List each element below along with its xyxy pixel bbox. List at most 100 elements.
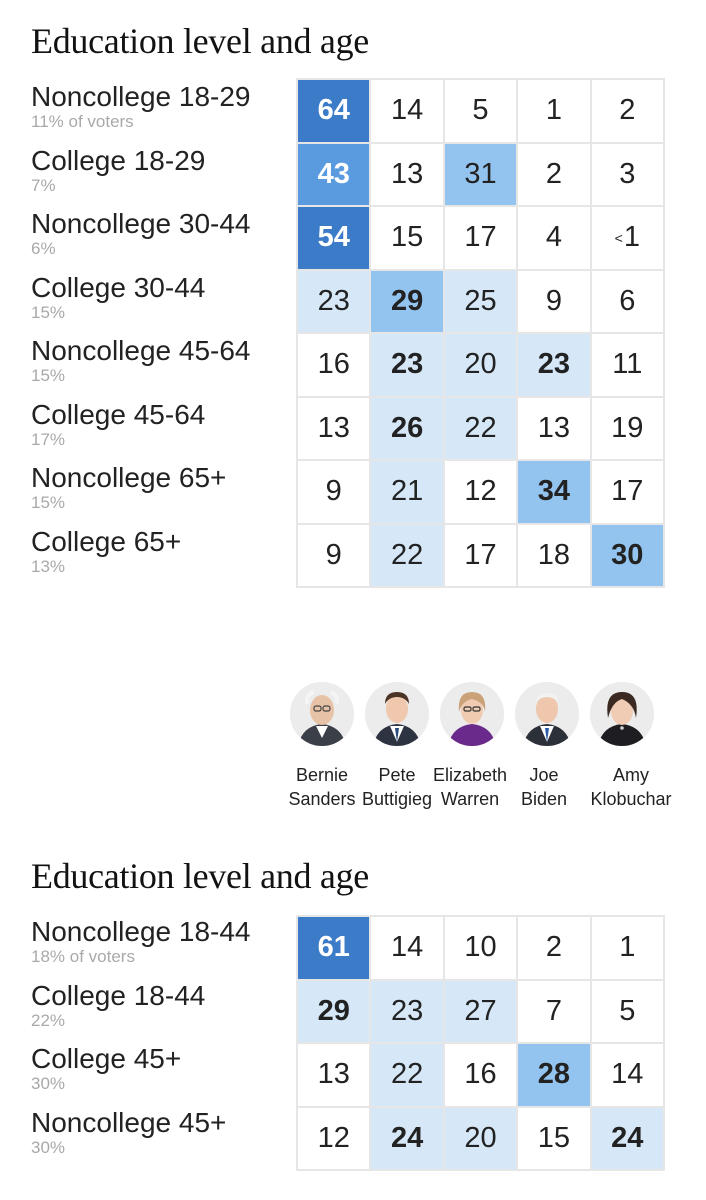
table-cell: 4 — [518, 207, 590, 269]
candidate-first-name: Pete — [378, 765, 416, 785]
table-cell: 64 — [298, 80, 370, 142]
table-cell: 9 — [518, 270, 590, 332]
row-voter-share: 17% — [31, 429, 66, 449]
table-cell: 15 — [518, 1107, 590, 1169]
table-cell: 9 — [298, 524, 370, 586]
table-cell: 13 — [298, 1044, 370, 1106]
row-label: College 18-44 22% — [31, 979, 206, 1031]
row-label-name: Noncollege 65+ — [31, 462, 227, 493]
table-cell: 21 — [371, 461, 443, 523]
table-cell: 22 — [371, 1044, 443, 1106]
table-cell: 17 — [444, 207, 517, 269]
table-cell: 17 — [591, 461, 663, 523]
candidate-first-name: Elizabeth — [432, 765, 508, 785]
table-cell: 11 — [591, 334, 663, 396]
table-cell: 7 — [518, 980, 590, 1042]
table-cell: 29 — [371, 270, 443, 332]
table-cell: 16 — [298, 334, 370, 396]
row-voter-share: 13% — [31, 556, 66, 576]
table-cell: 61 — [298, 917, 370, 979]
row-label-name: Noncollege 30-44 — [31, 208, 251, 239]
candidate-name: Amy Klobuchar — [576, 763, 686, 811]
row-label: College 45+ 30% — [31, 1044, 181, 1094]
table-cell: 22 — [371, 524, 443, 586]
table-cell: 3 — [591, 143, 663, 205]
table-cell: 10 — [444, 917, 517, 979]
table-cell: 12 — [444, 461, 517, 523]
candidate-last-name: Warren — [440, 789, 500, 809]
table-cell: 12 — [298, 1107, 370, 1169]
candidate-last-name: Klobuchar — [590, 789, 672, 809]
table-cell: 22 — [444, 397, 517, 459]
table-cell: 2 — [518, 917, 590, 979]
table-cell: 19 — [591, 397, 663, 459]
table-cell: 26 — [371, 397, 443, 459]
row-label-name: College 18-29 — [31, 144, 206, 176]
candidate-name: Pete Buttigieg — [342, 763, 452, 811]
table-cell: 13 — [371, 143, 443, 205]
candidate-last-name: Buttigieg — [361, 789, 433, 809]
table-cell: 24 — [371, 1107, 443, 1169]
elizabeth-warren-portrait-icon — [440, 682, 504, 746]
row-voter-share: 18% of voters — [31, 947, 135, 966]
row-voter-share: 30% — [31, 1074, 66, 1093]
row-label: College 45-64 17% — [31, 398, 206, 450]
table-cell: 2 — [591, 80, 663, 142]
table-cell: 29 — [298, 980, 370, 1042]
row-voter-share: 6% — [31, 239, 56, 258]
row-label: College 30-44 15% — [31, 271, 206, 323]
table-cell: 27 — [444, 980, 517, 1042]
bernie-sanders-portrait-icon — [290, 682, 354, 746]
table-cell: 23 — [371, 980, 443, 1042]
less-than-sign: < — [614, 229, 623, 246]
row-label: Noncollege 65+ 15% — [31, 463, 226, 513]
table-cell: <1 — [591, 207, 663, 269]
table-cell: 20 — [444, 334, 517, 396]
candidate-name: Bernie Sanders — [267, 763, 377, 811]
row-voter-share: 22% — [31, 1010, 66, 1030]
table-cell: 23 — [518, 334, 590, 396]
candidate-last-name: Sanders — [288, 789, 356, 809]
row-label-name: College 45-64 — [31, 398, 206, 430]
table-cell: 17 — [444, 524, 517, 586]
row-voter-share: 15% — [31, 366, 66, 385]
table-cell: 14 — [371, 80, 443, 142]
candidate-name: Joe Biden — [489, 763, 599, 811]
row-label: Noncollege 45+ 30% — [31, 1107, 226, 1158]
joe-biden-portrait-icon — [515, 682, 579, 746]
table-cell: 30 — [591, 524, 663, 586]
table-cell: 54 — [298, 207, 370, 269]
table-cell: 23 — [371, 334, 443, 396]
candidate-first-name: Amy — [613, 765, 649, 785]
row-label-name: College 18-44 — [31, 979, 206, 1011]
candidate-first-name: Bernie — [295, 765, 349, 785]
row-voter-share: 7% — [31, 175, 56, 195]
table-cell: 18 — [518, 524, 590, 586]
row-label-name: Noncollege 18-44 — [31, 916, 251, 947]
table-cell: 34 — [518, 461, 590, 523]
table-cell: 1 — [591, 917, 663, 979]
table-cell: 20 — [444, 1107, 517, 1169]
table-cell: 2 — [518, 143, 590, 205]
table-cell: 13 — [518, 397, 590, 459]
table-cell: 6 — [591, 270, 663, 332]
row-label-name: Noncollege 18-29 — [31, 81, 251, 112]
row-label-name: College 30-44 — [31, 271, 206, 303]
table-cell: 28 — [518, 1044, 590, 1106]
amy-klobuchar-portrait-icon — [590, 682, 654, 746]
table-1-grid: 64 14 5 1 2 43 13 31 2 3 54 15 17 4 <1 23 29 25 9 6 16 23 20 23… — [296, 78, 665, 588]
table-cell: 5 — [444, 80, 517, 142]
row-voter-share: 15% — [31, 302, 66, 322]
row-label: Noncollege 18-29 11% of voters — [31, 82, 251, 132]
row-label: Noncollege 18-44 18% of voters — [31, 917, 251, 967]
table-1-title: Education level and age — [31, 21, 369, 61]
table-cell: 43 — [298, 143, 370, 205]
row-label: Noncollege 30-44 6% — [31, 209, 251, 259]
table-cell: 13 — [298, 397, 370, 459]
row-voter-share: 15% — [31, 493, 66, 512]
table-cell: 1 — [518, 80, 590, 142]
table-2-title: Education level and age — [31, 856, 369, 896]
table-cell: 9 — [298, 461, 370, 523]
table-cell: 25 — [444, 270, 517, 332]
table-cell: 14 — [371, 917, 443, 979]
